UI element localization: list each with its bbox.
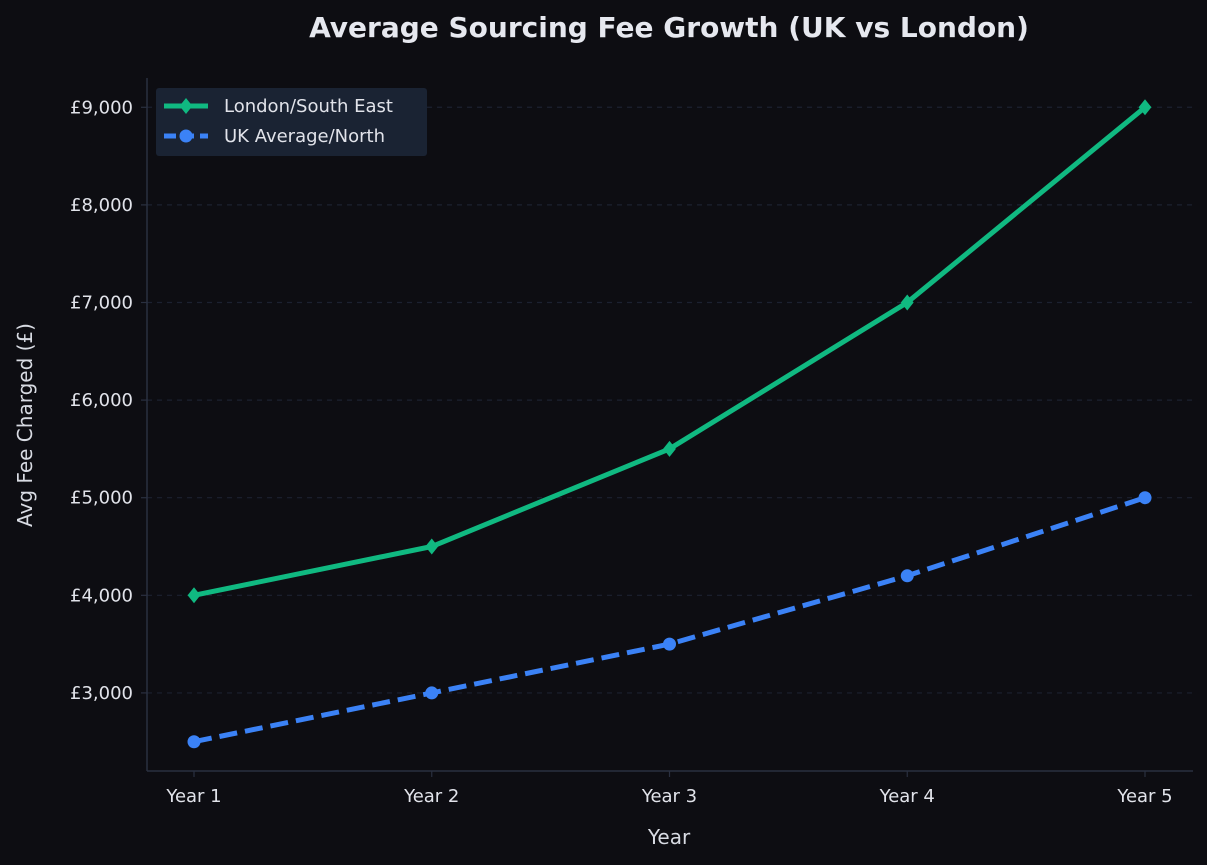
x-tick-label-4: Year 5	[1116, 786, 1172, 807]
legend-box	[156, 88, 427, 156]
series-line-0	[193, 105, 1147, 598]
series-0	[187, 99, 1152, 604]
x-tick-label-3: Year 4	[879, 786, 935, 807]
legend-label-1: UK Average/North	[224, 126, 385, 147]
x-tick-label-1: Year 2	[403, 786, 459, 807]
y-tick-label-3: £6,000	[70, 390, 133, 411]
axes	[146, 78, 1193, 772]
series-1-point-2	[663, 637, 676, 651]
series-1-point-1	[425, 686, 439, 700]
series-0-point-0	[187, 587, 201, 604]
x-tick-label-0: Year 1	[165, 786, 221, 807]
y-tick-label-6: £9,000	[70, 97, 133, 118]
chart-title: Average Sourcing Fee Growth (UK vs Londo…	[309, 11, 1029, 44]
x-tick-label-2: Year 3	[641, 786, 697, 807]
y-tick-label-2: £5,000	[70, 488, 133, 509]
legend-swatch-marker-1	[179, 129, 193, 143]
tick-labels: £3,000 £4,000 £5,000 £6,000 £7,000 £8,000 £9,0…	[70, 97, 1173, 807]
series-0-point-1	[425, 538, 439, 555]
x-axis-label: Year	[647, 825, 691, 849]
legend: London/South East UK Average/North	[156, 88, 427, 156]
series-line-1	[193, 495, 1146, 745]
y-tick-label-1: £4,000	[70, 585, 133, 606]
series-1	[187, 491, 1152, 749]
series-1-point-3	[900, 569, 914, 583]
series-1-point-0	[187, 735, 201, 749]
legend-label-0: London/South East	[224, 96, 393, 117]
series-lines	[187, 99, 1152, 749]
series-0-point-2	[663, 440, 676, 457]
series-1-point-4	[1138, 491, 1152, 505]
series-0-point-3	[900, 294, 914, 311]
y-tick-label-5: £8,000	[70, 195, 133, 216]
y-tick-label-4: £7,000	[70, 292, 133, 313]
y-axis-label: Avg Fee Charged (£)	[13, 323, 37, 527]
series-0-point-4	[1138, 99, 1152, 116]
legend-swatch-marker-0	[179, 98, 193, 114]
y-tick-label-0: £3,000	[70, 683, 133, 704]
